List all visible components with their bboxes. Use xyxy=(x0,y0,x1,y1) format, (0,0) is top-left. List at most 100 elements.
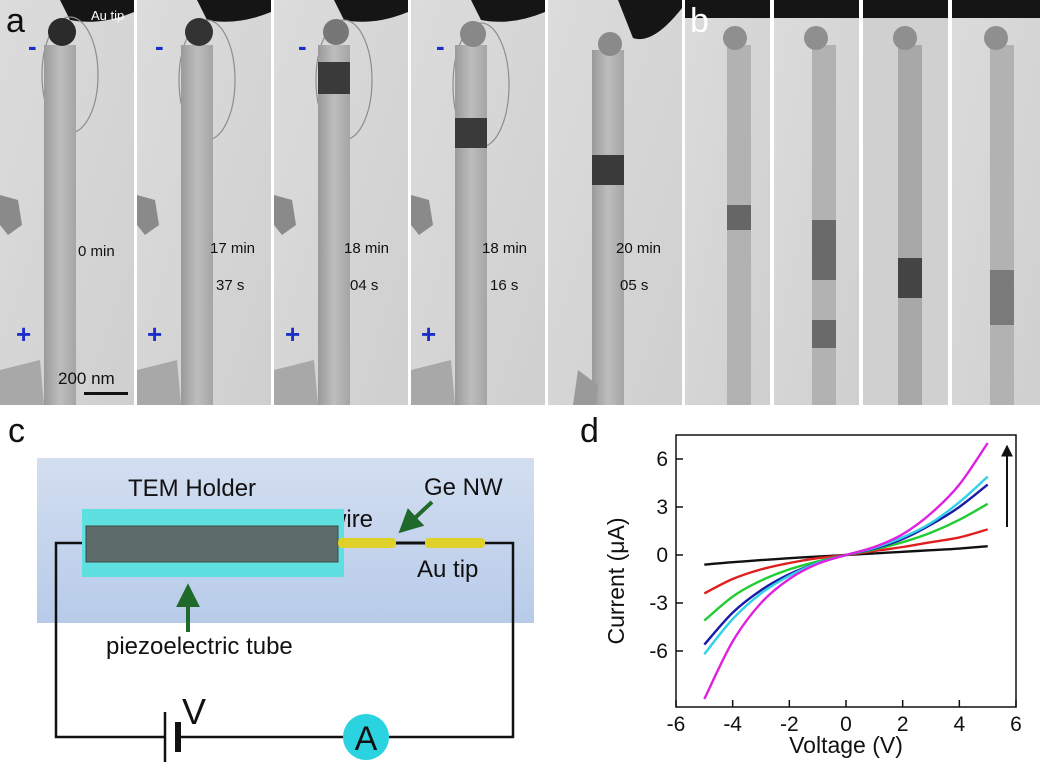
tem-b-frame-1 xyxy=(685,0,770,405)
panel-letter-a: a xyxy=(6,2,25,40)
dark-segment xyxy=(727,205,751,230)
nanowire-tip xyxy=(323,19,349,45)
au-tip-shadow xyxy=(471,0,545,22)
substrate xyxy=(411,360,455,405)
plus-sign: + xyxy=(16,319,31,349)
iv-chart: -6 -4 -2 0 2 4 6 -6 -3 0 3 6 Voltage (V) Current (μA) xyxy=(603,434,1022,758)
time-label: 04 s xyxy=(350,277,378,294)
dark-segment xyxy=(812,220,836,280)
y-tick-label: 0 xyxy=(656,544,668,567)
debris xyxy=(411,195,433,235)
au-tip-shadow xyxy=(863,0,948,18)
substrate xyxy=(573,370,598,405)
x-tick-label: 6 xyxy=(1010,713,1022,736)
dark-segment xyxy=(592,155,624,185)
plus-sign: + xyxy=(147,319,162,349)
panel-d: d -6 -4 -2 0 2 4 6 -6 -3 0 3 6 Voltage (V) Current (μ… xyxy=(580,412,1022,758)
nanowire-tip xyxy=(723,26,747,50)
x-tick-label: 4 xyxy=(953,713,965,736)
scale-bar xyxy=(84,392,128,395)
tem-holder-label: TEM Holder xyxy=(128,475,256,502)
piezo-tube-core xyxy=(85,525,339,563)
au-tip-shadow xyxy=(197,0,271,22)
au-tip-shadow xyxy=(774,0,859,18)
plus-sign: + xyxy=(421,319,436,349)
x-axis-title: Voltage (V) xyxy=(789,732,903,758)
time-label: 20 min xyxy=(616,240,661,257)
panel-letter-c: c xyxy=(8,412,25,450)
time-label: 18 min xyxy=(482,240,527,257)
substrate xyxy=(137,360,181,405)
au-tip-shadow xyxy=(952,0,1040,18)
time-label: 18 min xyxy=(344,240,389,257)
tem-b-frame-3 xyxy=(863,0,948,405)
x-tick-label: -6 xyxy=(667,713,686,736)
time-label: 0 min xyxy=(78,243,115,260)
nanowire-tip xyxy=(984,26,1008,50)
panel-a xyxy=(0,0,682,405)
iv-curve-5 xyxy=(703,475,989,655)
tem-b-frame-4 xyxy=(952,0,1040,405)
x-tick-label: 0 xyxy=(840,713,852,736)
nanowire-tip xyxy=(804,26,828,50)
nanowire xyxy=(44,45,76,405)
y-tick-label: -6 xyxy=(649,640,668,663)
y-tick-label: 6 xyxy=(656,448,668,471)
nanowire-tip xyxy=(48,18,76,46)
y-tick-label: 3 xyxy=(656,496,668,519)
plus-sign: + xyxy=(285,319,300,349)
time-label: 17 min xyxy=(210,240,255,257)
nanowire-tip xyxy=(598,32,622,56)
tem-frame-5 xyxy=(548,0,682,405)
nanowire-tip xyxy=(185,18,213,46)
dark-segment xyxy=(990,270,1014,325)
dark-segment xyxy=(455,118,487,148)
x-tick-label: -2 xyxy=(780,713,799,736)
tem-frame-1 xyxy=(0,0,134,405)
ge-nw-arrow xyxy=(398,500,434,534)
debris xyxy=(137,195,159,235)
panel-b xyxy=(685,0,1040,405)
nanowire xyxy=(898,45,922,405)
panel-c: c TEM Holder Ge NW Au wire Au tip piezoe… xyxy=(8,412,534,762)
tem-frame-2 xyxy=(137,0,271,405)
dark-segment xyxy=(318,62,350,94)
nanowire xyxy=(318,45,350,405)
au-tip-label: Au tip xyxy=(417,556,478,583)
au-tip-label-a: Au tip xyxy=(91,8,124,23)
ammeter xyxy=(343,714,389,760)
x-tick-label: 2 xyxy=(897,713,909,736)
minus-sign: - xyxy=(436,31,445,61)
debris xyxy=(0,195,22,235)
au-tip-shadow xyxy=(60,0,134,22)
voltage-symbol: V xyxy=(182,691,206,732)
au-tip-shadow xyxy=(334,0,408,22)
nanowire xyxy=(592,50,624,405)
y-axis-title: Current (μA) xyxy=(603,518,629,645)
au-tip xyxy=(425,538,485,548)
dark-segment xyxy=(898,258,922,298)
ge-nw-label: Ge NW xyxy=(424,474,503,501)
substrate xyxy=(0,360,44,405)
au-wire xyxy=(338,538,396,548)
scale-bar-label: 200 nm xyxy=(58,369,115,388)
nanowire xyxy=(455,45,487,405)
dark-segment xyxy=(812,320,836,348)
circuit-wire-left xyxy=(54,541,165,739)
substrate xyxy=(274,360,318,405)
minus-sign: - xyxy=(298,31,307,61)
minus-sign: - xyxy=(155,31,164,61)
tem-frame-3 xyxy=(274,0,408,405)
nanowire-tip xyxy=(893,26,917,50)
debris xyxy=(274,195,296,235)
time-label: 37 s xyxy=(216,277,244,294)
y-tick-label: -3 xyxy=(649,592,668,615)
time-label: 05 s xyxy=(620,277,648,294)
nanowire xyxy=(181,45,213,405)
nanowire xyxy=(990,45,1014,405)
circuit-wire-right xyxy=(389,541,515,739)
panel-letter-b: b xyxy=(690,2,709,40)
tem-frame-4 xyxy=(411,0,545,405)
au-tip-shadow xyxy=(685,0,770,18)
